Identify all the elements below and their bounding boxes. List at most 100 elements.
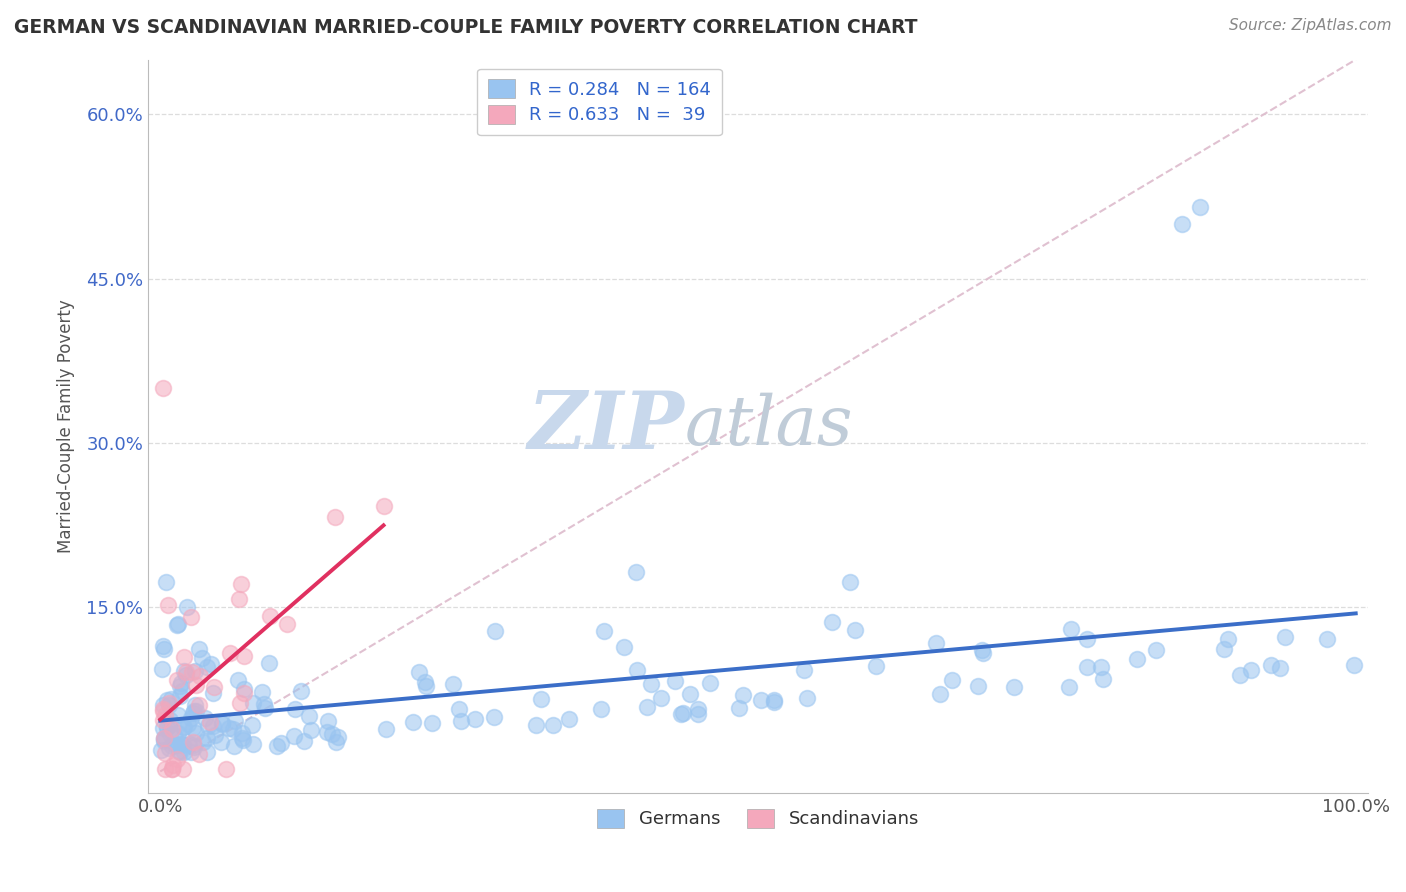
Point	[157, 741, 180, 756]
Point	[202, 686, 225, 700]
Point	[170, 737, 193, 751]
Point	[174, 665, 197, 680]
Point	[179, 737, 201, 751]
Point	[159, 727, 181, 741]
Point	[173, 745, 195, 759]
Point	[441, 677, 464, 691]
Point	[187, 698, 209, 712]
Point	[193, 735, 215, 749]
Point	[173, 720, 195, 734]
Point	[152, 721, 174, 735]
Point	[688, 702, 710, 716]
Point	[1059, 680, 1081, 694]
Point	[180, 745, 202, 759]
Point	[155, 720, 177, 734]
Point	[195, 745, 218, 759]
Point	[266, 739, 288, 753]
Point	[422, 716, 444, 731]
Point	[183, 740, 205, 755]
Point	[242, 696, 264, 710]
Point	[326, 731, 349, 745]
Point	[173, 650, 195, 665]
Point	[169, 679, 191, 693]
Point	[228, 673, 250, 687]
Point	[160, 762, 183, 776]
Point	[298, 708, 321, 723]
Y-axis label: Married-Couple Family Poverty: Married-Couple Family Poverty	[58, 300, 75, 553]
Point	[844, 623, 866, 637]
Point	[1229, 668, 1251, 682]
Point	[624, 565, 647, 579]
Point	[173, 664, 195, 678]
Text: ZIP: ZIP	[527, 388, 685, 466]
Point	[325, 735, 347, 749]
Point	[1274, 630, 1296, 644]
Point	[762, 693, 785, 707]
Point	[224, 714, 246, 728]
Point	[290, 684, 312, 698]
Point	[321, 726, 343, 740]
Point	[1059, 622, 1081, 636]
Point	[316, 725, 339, 739]
Point	[181, 734, 204, 748]
Point	[1090, 660, 1112, 674]
Point	[242, 737, 264, 751]
Point	[484, 624, 506, 638]
Point	[181, 665, 204, 680]
Point	[450, 714, 472, 728]
Point	[191, 650, 214, 665]
Point	[156, 598, 179, 612]
Point	[402, 714, 425, 729]
Point	[152, 704, 174, 718]
Point	[166, 673, 188, 688]
Point	[181, 722, 204, 736]
Point	[413, 675, 436, 690]
Point	[188, 669, 211, 683]
Text: GERMAN VS SCANDINAVIAN MARRIED-COUPLE FAMILY POVERTY CORRELATION CHART: GERMAN VS SCANDINAVIAN MARRIED-COUPLE FA…	[14, 18, 918, 37]
Point	[174, 668, 197, 682]
Point	[796, 690, 818, 705]
Point	[672, 706, 695, 720]
Point	[233, 682, 256, 697]
Point	[664, 674, 686, 689]
Point	[925, 636, 948, 650]
Point	[167, 726, 190, 740]
Point	[183, 704, 205, 718]
Point	[1002, 680, 1025, 694]
Point	[202, 719, 225, 733]
Point	[749, 692, 772, 706]
Point	[152, 381, 174, 395]
Point	[195, 660, 218, 674]
Point	[613, 640, 636, 654]
Point	[194, 711, 217, 725]
Point	[299, 723, 322, 737]
Point	[222, 723, 245, 737]
Point	[257, 656, 280, 670]
Point	[219, 646, 242, 660]
Point	[172, 684, 194, 698]
Point	[1076, 659, 1098, 673]
Point	[323, 509, 346, 524]
Point	[160, 739, 183, 753]
Point	[464, 712, 486, 726]
Point	[152, 702, 174, 716]
Point	[1316, 632, 1339, 646]
Point	[1268, 661, 1291, 675]
Point	[157, 718, 180, 732]
Point	[283, 729, 305, 743]
Point	[180, 610, 202, 624]
Point	[793, 663, 815, 677]
Point	[276, 616, 298, 631]
Point	[152, 639, 174, 653]
Point	[972, 646, 994, 660]
Point	[228, 592, 250, 607]
Point	[184, 664, 207, 678]
Point	[167, 617, 190, 632]
Point	[626, 663, 648, 677]
Point	[188, 641, 211, 656]
Point	[231, 726, 253, 740]
Point	[198, 714, 221, 729]
Point	[699, 675, 721, 690]
Point	[650, 691, 672, 706]
Point	[184, 678, 207, 692]
